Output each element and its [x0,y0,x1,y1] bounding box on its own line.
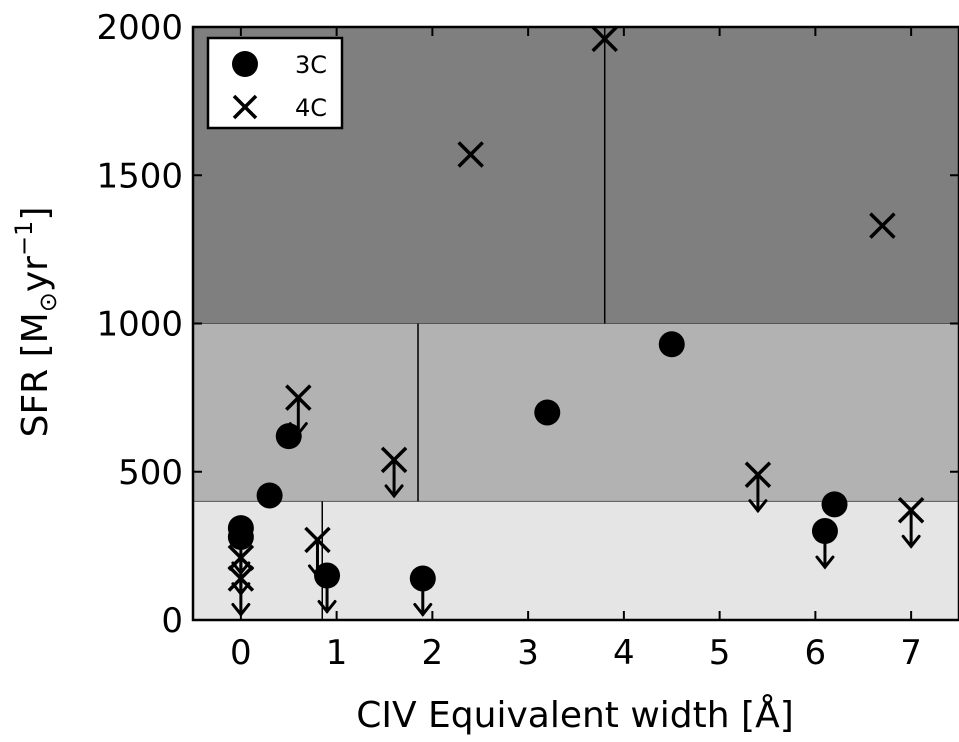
upper-limit-arrow-4c-4 [384,458,404,499]
x-stroke [285,384,312,411]
arrow-head [413,602,433,617]
point-4c-0 [227,544,255,571]
legend-label-3c: 3C [295,51,327,79]
point-4c-7 [744,461,772,488]
point-3c-4 [314,562,341,589]
x-tick-label-0: 0 [230,633,252,673]
point-4c-2 [285,384,312,411]
median-dividers [321,27,606,620]
x-stroke [591,25,618,53]
point-3c-8 [811,518,838,545]
upper-limit-arrow-4c-3 [307,538,327,579]
x-stroke [457,141,484,168]
upper-limit-arrow-4c-7 [748,473,768,514]
legend-label-4c: 4C [295,94,327,122]
x-tick-label-6: 6 [805,633,827,673]
legend-marker-4c [232,94,258,120]
arrow-head [748,499,768,514]
point-3c-5 [409,565,436,592]
sfr-band-0 [193,501,959,620]
y-tick-label-0: 0 [161,601,183,641]
x-stroke [380,446,408,474]
x-tick-label-4: 4 [613,633,635,673]
point-4c-1 [227,565,255,592]
legend-box [206,36,344,130]
legend: 3C 4C [206,36,344,130]
point-3c-6 [534,399,561,426]
upper-limit-arrow-4c-2 [288,396,308,437]
arrow-head [288,422,308,437]
upper-limit-arrow-4c-9 [901,508,921,549]
point-3c-9 [821,491,848,518]
x-tick-label-2: 2 [422,633,444,673]
x-stroke [744,461,772,488]
point-3c-2 [256,482,283,509]
data-points [227,25,925,617]
x-tick-label-3: 3 [517,633,539,673]
arrow-head [307,564,327,579]
legend-marker-3c [232,51,258,77]
axis-ticks [193,26,959,621]
point-4c-8 [869,212,896,239]
x-stroke [304,526,331,554]
point-3c-7 [658,331,685,358]
y-tick-label-1000: 1000 [96,305,183,345]
y-tick-label-1500: 1500 [96,156,183,196]
point-4c-5 [457,141,484,168]
x-stroke [227,544,255,571]
sfr-band-1 [193,323,959,502]
y-tick-label-2000: 2000 [96,8,183,48]
arrow-head [384,484,404,499]
point-4c-6 [591,25,618,53]
x-stroke [897,497,925,524]
point-4c-9 [897,497,925,524]
x-axis-label: CIV Equivalent width [Å] [356,693,794,736]
point-4c-4 [380,446,408,474]
arrow-head [901,534,921,549]
x-tick-label-7: 7 [900,633,922,673]
x-tick-label-5: 5 [709,633,731,673]
y-tick-label-500: 500 [118,453,183,493]
point-3c-1 [227,523,254,550]
point-4c-3 [304,526,331,554]
arrow-head [815,555,835,570]
x-tick-label-1: 1 [326,633,348,673]
arrow-head [317,600,337,614]
tick-labels: 0 1 2 3 4 5 6 7 0 500 1000 1500 2000 [96,8,921,673]
x-stroke [869,212,896,239]
y-axis-label: SFR [M⊙yr−1] [10,207,62,438]
x-stroke [227,565,255,592]
